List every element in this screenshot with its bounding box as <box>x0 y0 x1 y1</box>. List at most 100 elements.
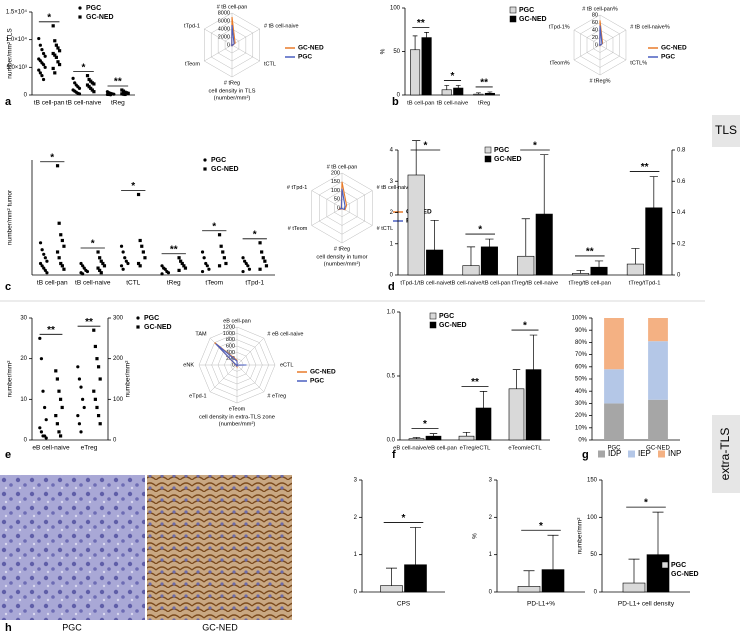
error-bar <box>476 92 481 95</box>
data-point <box>241 269 245 274</box>
data-point <box>53 39 57 43</box>
data-point <box>93 344 97 349</box>
sig-label: ** <box>47 325 55 336</box>
data-point <box>44 418 48 422</box>
data-point <box>92 82 96 86</box>
data-point <box>98 268 102 272</box>
panel-label: f <box>392 449 396 461</box>
data-point <box>43 268 47 272</box>
axis-label: # tReg <box>334 246 350 252</box>
y-tick-label: 3 <box>489 478 493 484</box>
y-tick-label: 1.0 <box>387 310 396 316</box>
data-point <box>99 271 103 275</box>
x-tick-label: tB cell-naive <box>437 101 469 107</box>
data-point <box>38 71 42 75</box>
data-point <box>121 267 125 271</box>
y-tick-label: 2 <box>390 210 394 216</box>
data-point <box>62 244 66 248</box>
data-point <box>163 267 167 271</box>
sig-label: * <box>644 498 648 509</box>
data-point <box>57 256 61 260</box>
x-tick-label: tCTL <box>126 280 140 287</box>
data-point <box>51 51 55 56</box>
axis-label: tTpd-1 <box>184 23 200 29</box>
y-tick-label: 0.0 <box>387 438 396 444</box>
legend-swatch <box>484 155 492 163</box>
data-point <box>261 256 265 260</box>
spoke <box>209 364 238 393</box>
axis-label: eTpd-1 <box>189 394 206 400</box>
axis-label: # tReg <box>224 80 240 86</box>
y-axis-label: % <box>472 533 479 539</box>
error-bar <box>412 437 421 439</box>
data-point <box>77 377 82 381</box>
data-point <box>89 86 93 90</box>
legend-label: GC-NED <box>86 14 114 21</box>
legend-label: PGC <box>211 157 226 164</box>
error-bar <box>576 269 585 274</box>
data-point <box>57 62 62 67</box>
data-point <box>37 36 41 41</box>
data-point <box>57 389 61 393</box>
data-point <box>96 414 101 418</box>
data-point <box>92 90 96 94</box>
axis-label: tTpd-1% <box>549 24 570 30</box>
radar-caption: (number/mm²) <box>214 96 251 102</box>
spoke <box>311 190 343 209</box>
data-point <box>123 92 127 97</box>
spoke <box>204 44 233 62</box>
data-point <box>264 264 269 268</box>
legend-swatch <box>628 450 635 458</box>
data-point <box>85 74 90 78</box>
sig-label: * <box>82 62 86 73</box>
data-point <box>177 256 181 260</box>
error-bar <box>540 154 549 215</box>
legend-label: GC-NED <box>494 156 522 163</box>
spoke <box>231 28 260 46</box>
data-point <box>38 59 42 63</box>
data-point <box>41 77 46 82</box>
spoke <box>204 28 233 46</box>
sig-label: * <box>423 141 427 152</box>
bar <box>480 246 498 276</box>
data-point <box>204 261 208 266</box>
x-tick-label: tReg <box>478 101 490 107</box>
data-point <box>136 261 141 266</box>
x-tick-label: eTeom/eCTL <box>508 446 542 452</box>
data-point <box>57 221 61 225</box>
data-point <box>73 81 77 85</box>
data-point <box>203 158 207 162</box>
data-point <box>200 250 205 254</box>
data-point <box>78 15 82 19</box>
data-point <box>96 365 101 369</box>
y-tick-label: 30 <box>20 316 27 322</box>
panel-label: d <box>388 281 395 293</box>
data-point <box>200 269 205 274</box>
axis-label: TAM <box>195 331 207 337</box>
data-point <box>41 389 45 393</box>
y-axis-label: number/mm² <box>577 517 584 555</box>
axis-label: # tReg% <box>589 78 610 84</box>
y-tick-label: 0 <box>489 590 493 596</box>
panel-label: b <box>392 96 399 108</box>
bar <box>453 87 464 96</box>
axis-label: # tB cell-naive% <box>630 24 670 30</box>
data-point <box>160 264 164 268</box>
data-point <box>60 238 64 243</box>
sig-label: * <box>253 229 257 240</box>
data-point <box>221 250 225 254</box>
data-point <box>58 397 63 401</box>
error-bar <box>429 433 438 437</box>
error-bar <box>512 369 521 389</box>
y-tick-label: 10 <box>20 397 27 403</box>
spoke <box>311 207 343 226</box>
data-point <box>126 261 130 266</box>
radar-caption: cell density in extra-TLS zone <box>199 415 275 421</box>
bar-segment <box>648 341 668 400</box>
r-tick-label: 0 <box>595 42 598 48</box>
data-point <box>79 430 83 434</box>
data-point <box>40 248 44 252</box>
sig-label: ** <box>170 244 178 255</box>
data-point <box>92 328 96 332</box>
data-point <box>59 233 63 237</box>
